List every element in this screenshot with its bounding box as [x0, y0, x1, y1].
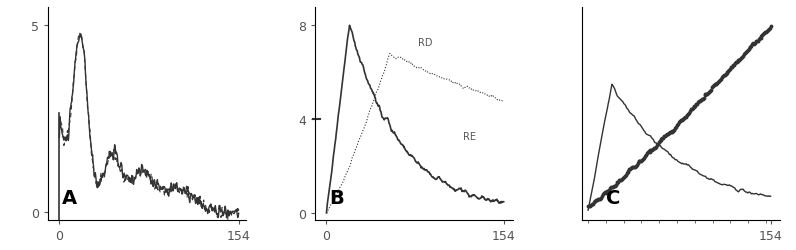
Text: A: A: [61, 188, 76, 207]
Text: C: C: [606, 188, 620, 207]
Text: RE: RE: [463, 131, 476, 141]
Text: B: B: [329, 188, 344, 207]
Text: RD: RD: [418, 38, 432, 48]
